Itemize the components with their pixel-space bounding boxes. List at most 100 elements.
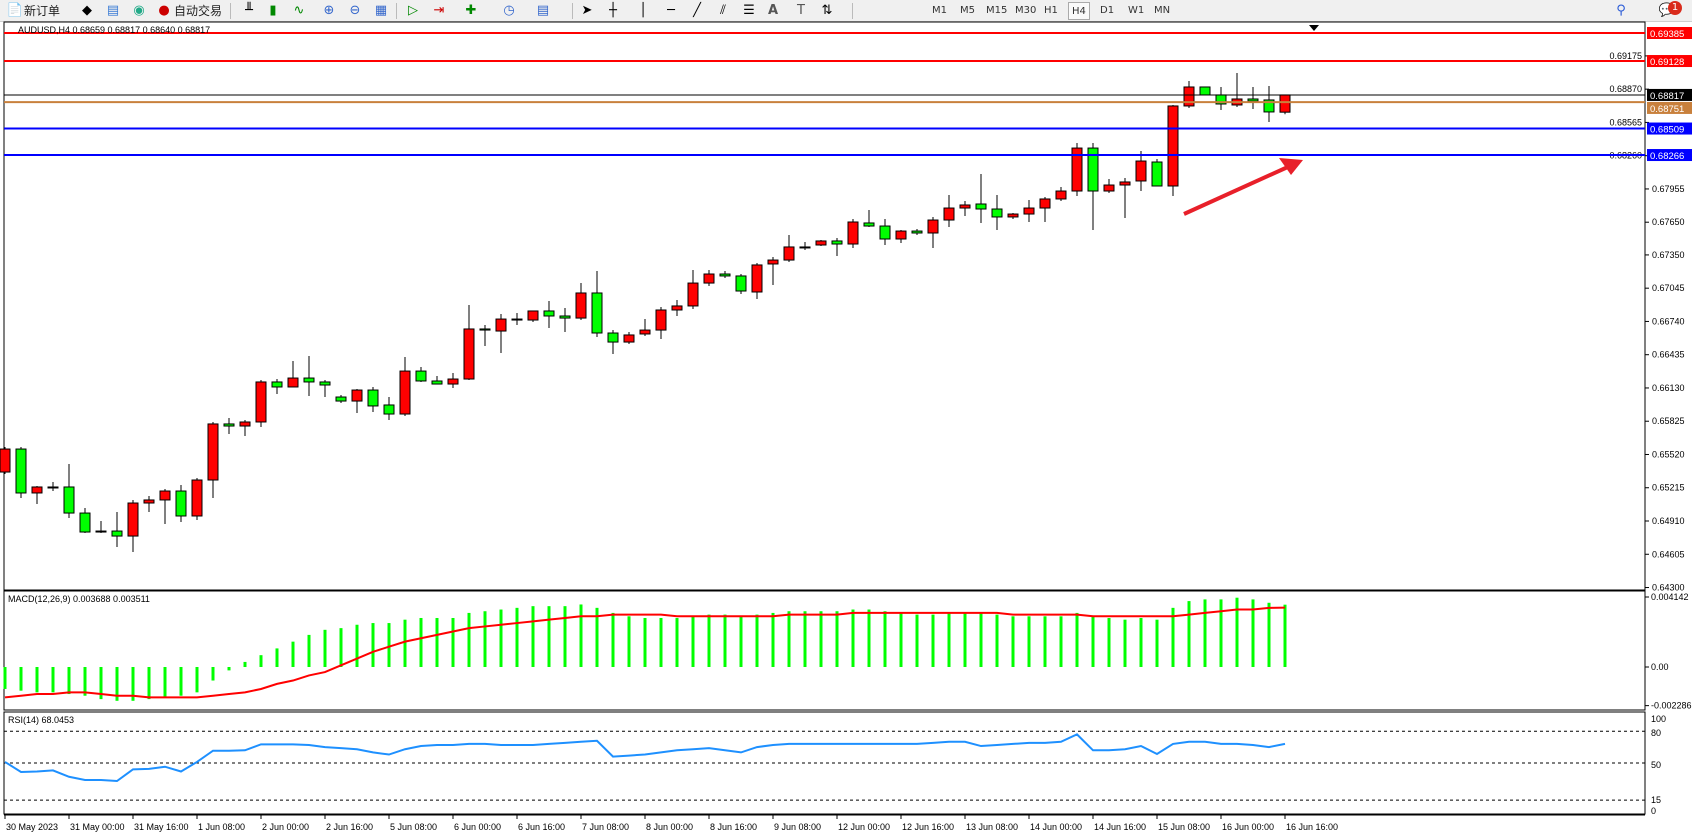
signals-icon[interactable]: ◉: [133, 3, 145, 18]
candle-body: [1167, 105, 1179, 187]
macd-bar: [499, 609, 503, 667]
candle-body: [271, 381, 283, 388]
macd-bar: [19, 667, 23, 691]
fibonacci-icon[interactable]: ☰: [743, 3, 755, 18]
candle-body: [527, 310, 539, 321]
price-tick-label: 0.64910: [1652, 516, 1685, 526]
horizontal-line-icon[interactable]: ─: [667, 3, 675, 18]
line-chart-icon[interactable]: ∿: [293, 3, 305, 18]
macd-bar: [627, 616, 631, 667]
auto-trading-button[interactable]: 自动交易: [174, 4, 223, 18]
timeframe-w1[interactable]: W1: [1128, 5, 1145, 16]
macd-tick-label: -0.002286: [1651, 701, 1692, 711]
timeframe-m1[interactable]: M1: [932, 5, 947, 16]
candle-body: [1071, 147, 1083, 192]
macd-bar: [1283, 604, 1287, 667]
candle-body: [863, 222, 875, 227]
equidistant-channel-icon[interactable]: ⫽: [720, 3, 726, 18]
time-label: 31 May 16:00: [134, 822, 189, 832]
candle-body: [335, 396, 347, 402]
vertical-line-icon[interactable]: │: [639, 3, 647, 18]
timeframe-m15[interactable]: M15: [986, 5, 1008, 16]
templates-icon[interactable]: ▤: [536, 3, 550, 18]
macd-bar: [307, 634, 311, 667]
market-watch-icon[interactable]: ▤: [106, 3, 120, 18]
price-tick-label: 0.67955: [1652, 184, 1685, 194]
price-label: 0.68817: [1650, 91, 1684, 102]
candle-body: [575, 292, 587, 319]
price-tick-label: 0.66435: [1652, 350, 1685, 360]
candle-body: [895, 230, 907, 240]
bar-chart-icon[interactable]: ╨: [245, 3, 253, 18]
cursor-icon[interactable]: ➤: [581, 3, 593, 18]
price-label-bg: [1647, 88, 1692, 101]
candlestick-icon[interactable]: ▮: [269, 3, 277, 18]
history-center-icon[interactable]: ◆: [82, 3, 92, 18]
candle-body: [175, 490, 187, 517]
candle-body: [159, 490, 171, 501]
macd-bar: [259, 655, 263, 667]
rsi-tick-label: 80: [1651, 728, 1661, 738]
macd-bar: [483, 611, 487, 667]
crosshair-icon[interactable]: ┼: [609, 3, 617, 18]
trend-arrow-head: [1279, 158, 1303, 175]
periods-icon[interactable]: ◷: [503, 3, 515, 18]
notification-badge[interactable]: 1: [1668, 1, 1682, 15]
text-icon[interactable]: A: [767, 3, 779, 18]
timeframe-h1[interactable]: H1: [1044, 5, 1058, 16]
tile-windows-icon[interactable]: ▦: [374, 3, 388, 18]
candle-body: [495, 318, 507, 332]
candle-body: [799, 246, 811, 249]
timeframe-mn[interactable]: MN: [1154, 5, 1171, 16]
candle-body: [927, 219, 939, 234]
macd-bar: [515, 607, 519, 667]
zoom-out-icon[interactable]: ⊖: [349, 3, 361, 18]
macd-bar: [643, 617, 647, 667]
macd-bar: [723, 614, 727, 667]
separator: [396, 3, 397, 19]
macd-bar: [323, 629, 327, 667]
timeframe-m30[interactable]: M30: [1015, 5, 1037, 16]
new-order-button[interactable]: 新订单: [24, 4, 61, 18]
candle-body: [1055, 190, 1067, 200]
time-label: 7 Jun 08:00: [582, 822, 629, 832]
price-tick-label: 0.68565: [1609, 117, 1642, 127]
candle-body: [79, 512, 91, 533]
arrows-icon[interactable]: ⇅: [821, 3, 833, 18]
candle-body: [47, 486, 59, 489]
candle-body: [1023, 207, 1035, 215]
price-tick-label: 0.69175: [1609, 51, 1642, 61]
text-label-icon[interactable]: T: [797, 3, 805, 18]
timeframe-h4[interactable]: H4: [1068, 2, 1090, 20]
macd-signal-line: [4, 606, 1286, 699]
time-label: 8 Jun 00:00: [646, 822, 693, 832]
macd-bar: [755, 614, 759, 667]
candle-body: [1151, 161, 1163, 187]
trendline-icon[interactable]: ╱: [693, 3, 701, 18]
macd-bar: [1203, 599, 1207, 667]
candle-body: [879, 225, 891, 240]
trend-arrow-line: [1183, 164, 1291, 216]
separator: [852, 3, 853, 19]
macd-bar: [691, 616, 695, 667]
auto-scroll-icon[interactable]: ▷: [408, 3, 418, 18]
candle-body: [607, 332, 619, 343]
timeframe-m5[interactable]: M5: [960, 5, 975, 16]
price-tick-label: 0.64605: [1652, 549, 1685, 559]
macd-bar: [579, 604, 583, 667]
candle-body: [719, 273, 731, 277]
macd-bar: [35, 667, 39, 693]
indicators-icon[interactable]: ✚: [465, 3, 477, 18]
search-icon[interactable]: ⚲: [1616, 3, 1626, 18]
zoom-in-icon[interactable]: ⊕: [323, 3, 335, 18]
price-label: 0.68751: [1650, 104, 1684, 115]
macd-bar: [867, 609, 871, 667]
time-label: 2 Jun 00:00: [262, 822, 309, 832]
candle-body: [767, 259, 779, 265]
timeframe-d1[interactable]: D1: [1100, 5, 1115, 16]
time-label: 12 Jun 00:00: [838, 822, 890, 832]
macd-bar: [451, 617, 455, 667]
chart-shift-icon[interactable]: ⇥: [433, 3, 445, 18]
candle-body: [543, 310, 555, 317]
